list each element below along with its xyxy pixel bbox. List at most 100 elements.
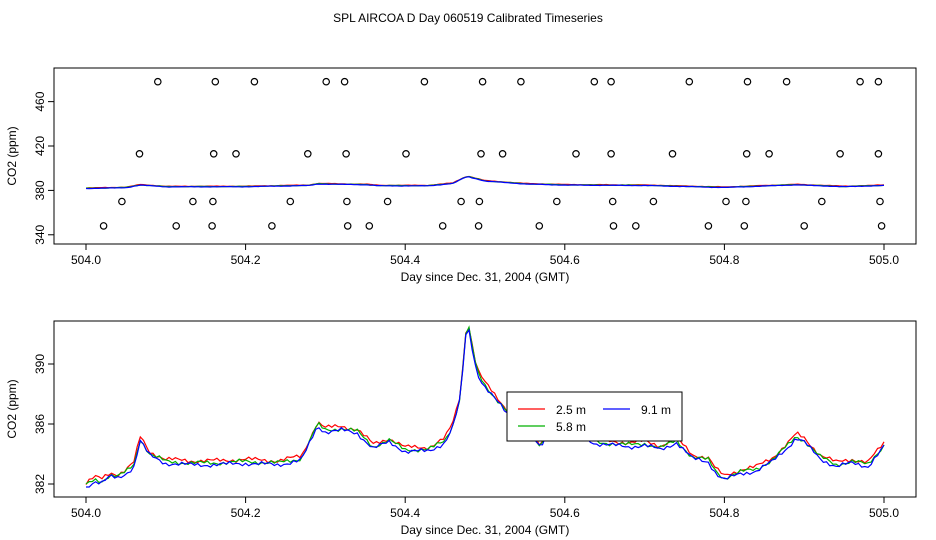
panel-1-y-axis: 340 380 420 460 [33, 91, 55, 245]
x-tick-label: 504.4 [390, 506, 420, 520]
legend-label-9-1m: 9.1 m [641, 403, 671, 417]
x-tick-label: 504.8 [709, 506, 739, 520]
data-point-marker [817, 197, 826, 206]
y-tick-label: 460 [33, 91, 47, 111]
data-point-marker [535, 222, 544, 230]
data-point-marker [607, 150, 615, 158]
data-point-marker [457, 197, 465, 206]
chart-title: SPL AIRCOA D Day 060519 Calibrated Times… [333, 11, 603, 25]
panel-2-y-label: CO2 (ppm) [5, 379, 19, 438]
data-point-marker [765, 150, 773, 158]
data-point-marker [438, 222, 447, 230]
legend-box [506, 391, 683, 442]
data-point-marker [211, 77, 220, 86]
data-point-marker [685, 77, 694, 86]
data-point-marker [722, 197, 730, 206]
data-point-marker [342, 150, 350, 158]
data-point-marker [99, 222, 108, 230]
data-point-marker [631, 222, 640, 230]
x-tick-label: 505.0 [869, 253, 899, 267]
panel-2-series [85, 325, 885, 488]
data-point-marker [475, 197, 484, 206]
data-point-marker [552, 197, 561, 206]
data-point-marker [498, 150, 507, 158]
data-point-marker [668, 150, 677, 158]
data-point-marker [189, 197, 197, 206]
y-tick-label: 420 [33, 136, 47, 156]
panel-1-y-label: CO2 (ppm) [5, 126, 19, 185]
data-point-marker [402, 150, 410, 158]
data-point-marker [649, 197, 658, 206]
y-tick-label: 382 [33, 474, 47, 494]
data-point-marker [474, 222, 483, 230]
data-point-marker [836, 150, 844, 158]
data-point-marker [365, 222, 374, 230]
data-point-marker [740, 222, 749, 230]
data-point-marker [876, 197, 884, 206]
data-point-marker [232, 150, 240, 158]
series-line-9-1-m [86, 328, 885, 488]
data-point-marker [874, 150, 883, 158]
data-point-marker [742, 197, 750, 206]
panel-1-x-axis: 504.0 504.2 504.4 504.6 504.8 505.0 [71, 243, 899, 267]
data-point-marker [303, 150, 312, 158]
data-point-marker [209, 150, 218, 158]
panel-2-frame [53, 320, 917, 498]
data-point-marker [517, 77, 525, 86]
x-tick-label: 505.0 [869, 506, 899, 520]
data-point-marker [268, 222, 276, 230]
data-point-marker [877, 222, 886, 230]
panel-1-frame [53, 67, 917, 245]
data-point-marker [800, 222, 809, 230]
data-point-marker [572, 150, 580, 158]
data-point-marker [208, 222, 216, 230]
panel-2-x-axis: 504.0 504.2 504.4 504.6 504.8 505.0 [71, 496, 899, 520]
series-line-9-1-m [85, 176, 885, 190]
y-tick-label: 390 [33, 354, 47, 374]
panel-1-x-label: Day since Dec. 31, 2004 (GMT) [401, 270, 570, 284]
data-point-marker [743, 77, 752, 86]
data-point-marker [704, 222, 713, 230]
data-point-marker [209, 197, 217, 206]
data-point-marker [609, 222, 618, 230]
y-tick-label: 380 [33, 180, 47, 200]
y-tick-label: 386 [33, 414, 47, 434]
legend-label-5-8m: 5.8 m [556, 420, 586, 434]
y-tick-label: 340 [33, 224, 47, 244]
panel-1-markers [99, 77, 886, 230]
data-point-marker [383, 197, 392, 206]
data-point-marker [343, 222, 352, 230]
x-tick-label: 504.6 [550, 506, 580, 520]
data-point-marker [420, 77, 429, 86]
data-point-marker [478, 77, 487, 86]
data-point-marker [742, 150, 751, 158]
x-tick-label: 504.2 [231, 253, 261, 267]
legend-label-2-5m: 2.5 m [556, 403, 586, 417]
panel-2-x-label: Day since Dec. 31, 2004 (GMT) [401, 523, 570, 537]
data-point-marker [607, 77, 615, 86]
data-point-marker [340, 77, 349, 86]
data-point-marker [608, 197, 617, 206]
data-point-marker [286, 197, 295, 206]
x-tick-label: 504.6 [550, 253, 580, 267]
panel-2: 382 386 390 504.0 504.2 504.4 504.6 504.8 505.0… [5, 320, 917, 537]
data-point-marker [477, 150, 485, 158]
data-point-marker [118, 197, 126, 206]
x-tick-label: 504.4 [390, 253, 420, 267]
x-tick-label: 504.8 [709, 253, 739, 267]
data-point-marker [172, 222, 181, 230]
panel-1-series [85, 175, 885, 190]
data-point-marker [154, 77, 162, 86]
data-point-marker [856, 77, 864, 86]
data-point-marker [782, 77, 791, 86]
x-tick-label: 504.2 [231, 506, 261, 520]
data-point-marker [135, 150, 144, 158]
legend: 2.5 m 9.1 m 5.8 m [506, 391, 683, 442]
data-point-marker [250, 77, 259, 86]
panel-2-y-axis: 382 386 390 [33, 354, 55, 494]
data-point-marker [322, 77, 331, 86]
data-point-marker [343, 197, 351, 206]
x-tick-label: 504.0 [71, 506, 101, 520]
